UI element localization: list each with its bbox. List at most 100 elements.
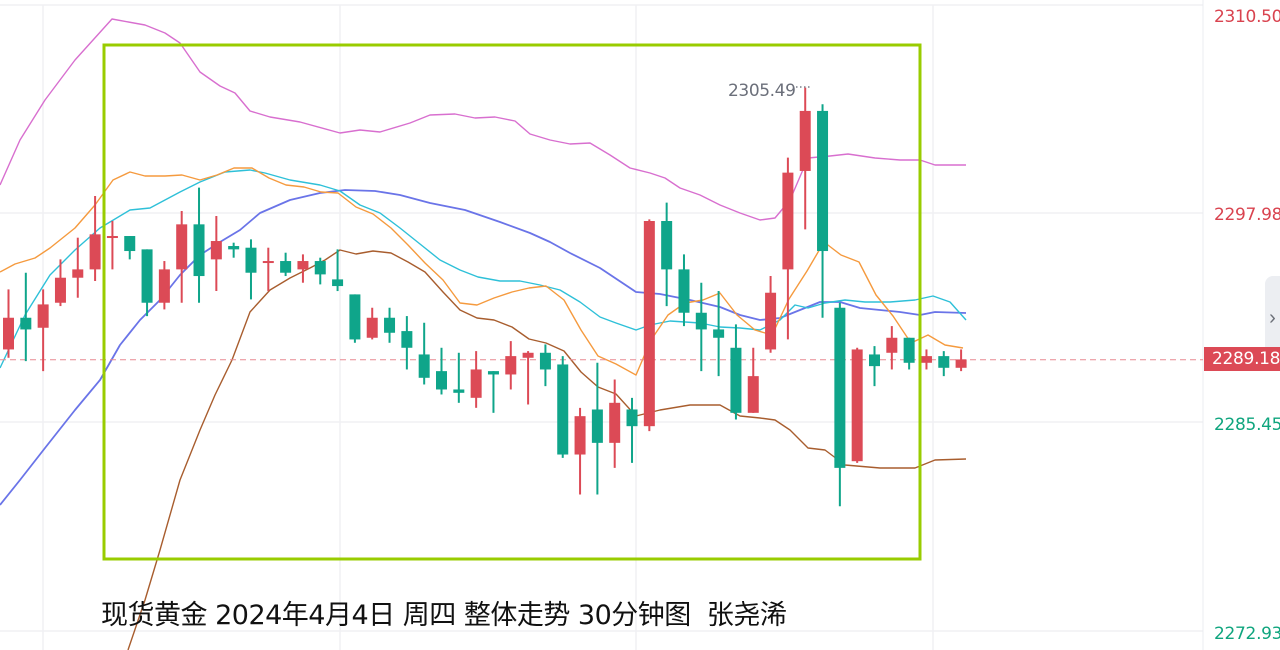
- candle-down[interactable]: [20, 272, 32, 362]
- candle-up[interactable]: [505, 341, 517, 390]
- candle-up[interactable]: [3, 289, 14, 358]
- candle-up[interactable]: [54, 259, 66, 307]
- candle-body: [89, 234, 101, 270]
- candle-down[interactable]: [678, 254, 690, 327]
- ma20-line: [0, 189, 967, 506]
- candle-down[interactable]: [713, 291, 725, 377]
- candle-up[interactable]: [955, 349, 967, 372]
- candle-up[interactable]: [366, 307, 378, 340]
- candle-up[interactable]: [106, 221, 118, 270]
- chart-caption: 现货黄金 2024年4月4日 周四 整体走势 30分钟图 张尧浠: [101, 600, 787, 631]
- y-axis-tick-bottom: 2272.93: [1214, 624, 1280, 644]
- candle-up[interactable]: [470, 351, 482, 408]
- candle-body: [938, 356, 950, 368]
- candle-body: [245, 247, 257, 273]
- candle-up[interactable]: [210, 216, 222, 292]
- candle-down[interactable]: [228, 242, 240, 258]
- candle-up[interactable]: [176, 210, 188, 303]
- candle-body: [539, 352, 551, 370]
- candle-up[interactable]: [262, 247, 274, 292]
- candle-body: [817, 110, 829, 252]
- candle-up[interactable]: [72, 237, 84, 298]
- candle-body: [591, 409, 603, 443]
- candle-down[interactable]: [349, 294, 361, 343]
- candle-up[interactable]: [37, 289, 49, 372]
- ma10-line: [0, 169, 967, 369]
- candle-down[interactable]: [817, 104, 829, 318]
- candle-down[interactable]: [418, 322, 430, 385]
- candle-down[interactable]: [626, 397, 638, 463]
- candle-up[interactable]: [89, 195, 101, 282]
- candle-body: [418, 354, 430, 378]
- candle-up[interactable]: [886, 326, 898, 370]
- candle-up[interactable]: [782, 157, 794, 340]
- candle-up[interactable]: [297, 254, 309, 283]
- candle-down[interactable]: [591, 362, 603, 495]
- candle-down[interactable]: [384, 307, 396, 343]
- candle-down[interactable]: [903, 337, 915, 370]
- candle-up[interactable]: [522, 351, 534, 405]
- candle-body: [782, 172, 794, 270]
- candle-body: [643, 221, 655, 427]
- candle-down[interactable]: [539, 344, 551, 387]
- candle-down[interactable]: [695, 282, 707, 372]
- candle-down[interactable]: [834, 302, 846, 507]
- candle-down[interactable]: [730, 324, 742, 420]
- candle-body: [522, 352, 534, 358]
- candle-down[interactable]: [938, 351, 950, 377]
- candle-body: [799, 110, 811, 171]
- candle-body: [176, 224, 188, 270]
- candle-up[interactable]: [158, 261, 170, 310]
- candle-body: [54, 277, 66, 303]
- candle-down[interactable]: [193, 187, 205, 303]
- candle-body: [262, 261, 274, 264]
- candle-body: [3, 317, 14, 350]
- candle-down[interactable]: [332, 249, 344, 292]
- candle-body: [453, 389, 465, 393]
- candle-up[interactable]: [643, 219, 655, 432]
- candle-down[interactable]: [436, 347, 447, 395]
- candle-down[interactable]: [487, 371, 499, 413]
- candle-up[interactable]: [920, 349, 932, 370]
- candle-down[interactable]: [661, 202, 673, 307]
- candle-body: [695, 312, 707, 330]
- candle-body: [124, 236, 136, 252]
- candle-up[interactable]: [747, 347, 759, 413]
- candle-down[interactable]: [245, 239, 257, 300]
- candle-body: [193, 224, 205, 277]
- candle-body: [955, 359, 967, 368]
- candle-body: [713, 329, 725, 338]
- candle-down[interactable]: [141, 249, 153, 317]
- candle-body: [314, 261, 326, 275]
- candle-down[interactable]: [124, 236, 136, 260]
- candle-up[interactable]: [574, 407, 586, 495]
- y-axis-tick-top: 2310.50: [1214, 7, 1280, 27]
- candle-body: [487, 371, 499, 375]
- candle-down[interactable]: [401, 316, 413, 370]
- candle-body: [210, 241, 222, 260]
- candle-body: [574, 416, 586, 455]
- candle-up[interactable]: [609, 379, 621, 468]
- candle-up[interactable]: [765, 276, 777, 353]
- candle-down[interactable]: [280, 252, 292, 277]
- candle-body: [228, 246, 240, 250]
- candle-body: [158, 269, 170, 303]
- candle-up[interactable]: [799, 87, 811, 230]
- boll-upper-line: [0, 18, 966, 221]
- candle-down[interactable]: [557, 356, 569, 458]
- candle-body: [626, 409, 638, 427]
- candle-down[interactable]: [314, 257, 326, 285]
- candle-up[interactable]: [851, 347, 863, 463]
- candle-body: [920, 356, 932, 363]
- candle-body: [886, 337, 898, 353]
- candle-down[interactable]: [869, 346, 880, 387]
- candle-body: [869, 354, 880, 367]
- candle-body: [72, 269, 84, 278]
- candle-body: [332, 279, 344, 287]
- candle-body: [557, 364, 569, 455]
- candle-down[interactable]: [453, 352, 465, 403]
- scroll-right-button[interactable]: ›: [1265, 276, 1280, 360]
- candle-body: [609, 402, 621, 443]
